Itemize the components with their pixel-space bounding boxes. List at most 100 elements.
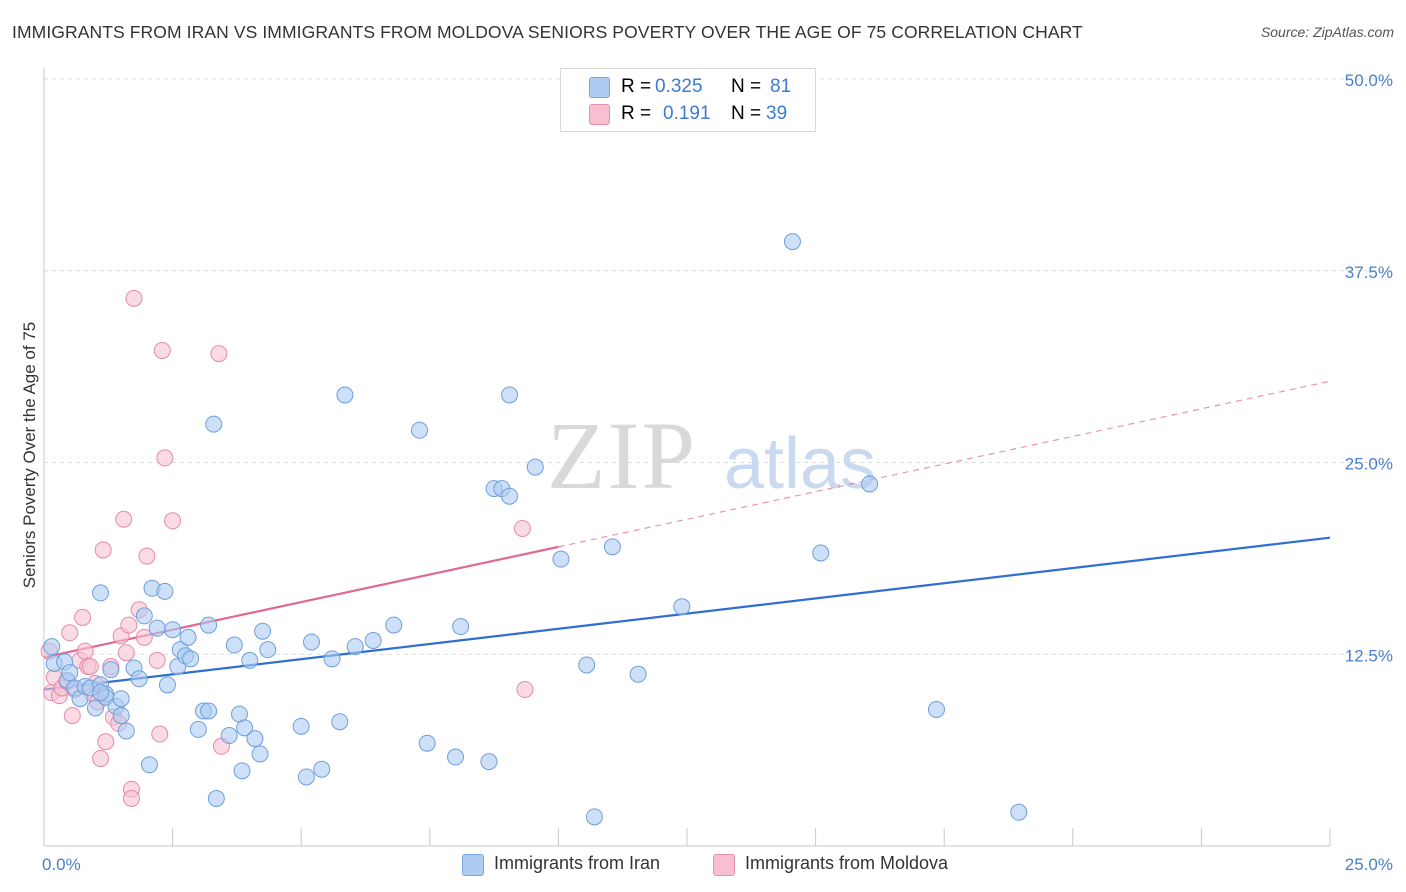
iran-point [102, 661, 120, 679]
iran-point [480, 753, 498, 771]
iran-point [1010, 803, 1028, 821]
series-label-moldova: Immigrants from Moldova [745, 853, 949, 873]
iran-point [140, 756, 158, 774]
iran-point [156, 582, 174, 600]
legend-r-label-moldova: R = [621, 103, 652, 124]
correlation-legend: R = 0.325 N = 81 R = 0.191 N = 39 [560, 68, 816, 132]
iran-point [200, 702, 218, 720]
legend-r-label-iran: R = [621, 76, 652, 97]
iran-point [629, 665, 647, 683]
moldova-point [122, 789, 140, 807]
iran-point [578, 656, 596, 674]
iran-point [331, 713, 349, 731]
x-tick-label: 25.0% [1345, 855, 1393, 874]
moldova-point [164, 512, 182, 530]
iran-point [205, 415, 223, 433]
iran-point [61, 664, 79, 682]
moldova-point [151, 725, 169, 743]
y-tick-label: 12.5% [1345, 646, 1393, 665]
moldova-point [138, 547, 156, 565]
watermark-atlas: atlas [724, 424, 876, 504]
moldova-point [117, 644, 135, 662]
iran-point [189, 720, 207, 738]
legend-n-label-iran: N = [731, 76, 762, 97]
series-swatch-moldova [713, 854, 735, 876]
moldova-point [92, 750, 110, 768]
moldova-point [210, 345, 228, 363]
iran-point [92, 584, 110, 602]
moldova-point [94, 541, 112, 559]
iran-point [452, 618, 470, 636]
iran-point [179, 628, 197, 646]
iran-point [603, 538, 621, 556]
tick-labels: 12.5% 25.0% 37.5% 50.0% 0.0% 25.0% [42, 71, 1393, 874]
moldova-point [81, 658, 99, 676]
iran-point [552, 550, 570, 568]
iran-point [447, 748, 465, 766]
iran-point [86, 699, 104, 717]
iran-point [927, 700, 945, 718]
source-credit: Source: ZipAtlas.com [1260, 24, 1394, 40]
moldova-point [513, 519, 531, 537]
iran-point [225, 636, 243, 654]
iran-point [585, 808, 603, 826]
moldova-point [63, 707, 81, 725]
iran-point [254, 622, 272, 640]
iran-point [418, 734, 436, 752]
legend-n-label-moldova: N = [731, 103, 762, 124]
y-tick-label: 37.5% [1345, 263, 1393, 282]
iran-point [148, 619, 166, 637]
legend-n-value-moldova: 39 [766, 103, 788, 124]
legend-swatch-iran [589, 77, 610, 98]
series-swatch-iran [462, 854, 484, 876]
iran-point [297, 768, 315, 786]
moldova-point [135, 628, 153, 646]
watermark-zip: ZIP [547, 402, 697, 509]
moldova-point [125, 289, 143, 307]
legend-r-value-moldova: 0.191 [663, 103, 711, 124]
x-tick-label: 0.0% [42, 855, 81, 874]
iran-point [236, 719, 254, 737]
iran-point [861, 475, 879, 493]
iran-point [783, 233, 801, 251]
moldova-point [156, 449, 174, 467]
trend-line-moldova [43, 545, 559, 659]
iran-point [364, 631, 382, 649]
series-label-iran: Immigrants from Iran [494, 853, 661, 873]
iran-point [164, 621, 182, 639]
iran-point [92, 684, 110, 702]
iran-point [812, 544, 830, 562]
iran-point [346, 638, 364, 656]
legend-n-value-iran: 81 [770, 76, 792, 97]
iran-point [251, 745, 269, 763]
iran-point [158, 676, 176, 694]
grid-lines [44, 78, 1395, 655]
iran-point [241, 651, 259, 669]
iran-point [43, 638, 61, 656]
iran-point [200, 616, 218, 634]
y-axis-label: Seniors Poverty Over the Age of 75 [20, 321, 39, 589]
moldova-point [74, 608, 92, 626]
iran-point [673, 598, 691, 616]
iran-point [135, 607, 153, 625]
moldova-point [97, 733, 115, 751]
y-tick-label: 50.0% [1345, 71, 1393, 90]
iran-point [182, 650, 200, 668]
moldova-point [153, 342, 171, 360]
axes [43, 68, 1331, 847]
moldova-point [61, 624, 79, 642]
iran-point [112, 707, 130, 725]
iran-point [220, 727, 238, 745]
watermark: ZIP atlas [547, 402, 876, 509]
moldova-point [115, 510, 133, 528]
iran-point [259, 641, 277, 659]
iran-point [323, 650, 341, 668]
iran-point [385, 616, 403, 634]
iran-point [292, 717, 310, 735]
trend-lines [43, 380, 1331, 691]
iran-point [411, 421, 429, 439]
iran-point [336, 386, 354, 404]
moldova-point [76, 642, 94, 660]
chart-title: IMMIGRANTS FROM IRAN VS IMMIGRANTS FROM … [12, 22, 1083, 42]
